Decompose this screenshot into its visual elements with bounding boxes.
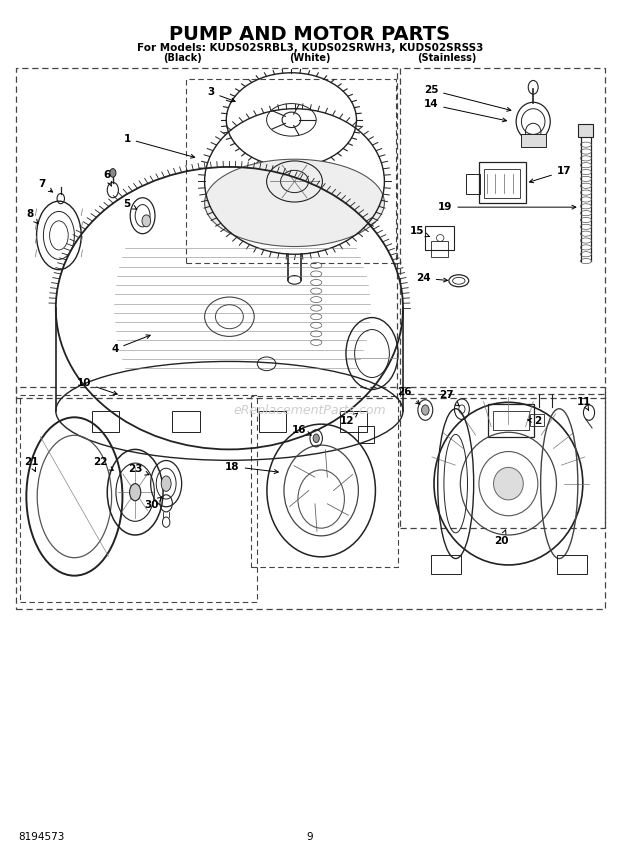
Text: 5: 5 xyxy=(123,199,136,209)
Text: 18: 18 xyxy=(225,461,278,473)
Bar xyxy=(493,411,529,430)
Bar xyxy=(20,395,257,602)
Bar xyxy=(16,68,397,398)
Bar xyxy=(425,226,454,250)
Text: 9: 9 xyxy=(307,832,313,842)
Bar xyxy=(340,411,367,432)
Circle shape xyxy=(110,169,116,177)
Text: 1: 1 xyxy=(123,134,195,158)
Text: 21: 21 xyxy=(24,457,38,472)
Text: (White): (White) xyxy=(290,53,330,63)
Text: 14: 14 xyxy=(423,99,507,122)
Text: eReplacementParts.com: eReplacementParts.com xyxy=(234,404,386,418)
Text: For Models: KUDS02SRBL3, KUDS02SRWH3, KUDS02SRSS3: For Models: KUDS02SRBL3, KUDS02SRWH3, KU… xyxy=(137,43,483,53)
Text: 20: 20 xyxy=(494,530,508,546)
Bar xyxy=(251,396,398,567)
Text: 8194573: 8194573 xyxy=(19,832,65,842)
Text: 25: 25 xyxy=(423,85,511,111)
Text: 4: 4 xyxy=(111,335,150,354)
Bar xyxy=(92,411,119,432)
Bar xyxy=(400,68,604,398)
Ellipse shape xyxy=(130,484,141,501)
Text: 15: 15 xyxy=(409,226,430,237)
Ellipse shape xyxy=(205,159,384,247)
Bar xyxy=(259,411,286,432)
Bar xyxy=(431,241,448,257)
Bar xyxy=(431,555,461,574)
Circle shape xyxy=(313,434,319,443)
Bar xyxy=(172,411,200,432)
Ellipse shape xyxy=(161,476,171,491)
Bar xyxy=(530,414,544,426)
Text: (Stainless): (Stainless) xyxy=(417,53,476,63)
Text: 12: 12 xyxy=(340,413,358,426)
Text: 7: 7 xyxy=(38,179,53,192)
Text: 3: 3 xyxy=(207,87,235,102)
Bar xyxy=(578,124,593,137)
Bar xyxy=(16,387,604,609)
Text: 10: 10 xyxy=(76,377,117,395)
Text: 22: 22 xyxy=(93,457,113,471)
Bar xyxy=(400,394,604,528)
Ellipse shape xyxy=(494,467,523,500)
Bar xyxy=(488,404,534,437)
Text: 27: 27 xyxy=(439,390,459,406)
Bar xyxy=(466,174,480,194)
Text: 16: 16 xyxy=(291,425,311,436)
Text: 26: 26 xyxy=(397,387,420,404)
Ellipse shape xyxy=(142,215,151,227)
Text: 30: 30 xyxy=(144,497,162,510)
Text: 8: 8 xyxy=(26,209,38,223)
Text: 17: 17 xyxy=(529,166,572,182)
Text: 19: 19 xyxy=(438,202,576,212)
Text: 24: 24 xyxy=(416,273,448,283)
Text: 6: 6 xyxy=(103,170,112,186)
Text: 2: 2 xyxy=(528,416,542,426)
Text: 23: 23 xyxy=(128,464,149,475)
Bar xyxy=(484,169,520,198)
Text: 11: 11 xyxy=(577,397,591,410)
Text: (Black): (Black) xyxy=(164,53,202,63)
Text: PUMP AND MOTOR PARTS: PUMP AND MOTOR PARTS xyxy=(169,25,451,44)
Circle shape xyxy=(422,405,429,415)
Bar xyxy=(521,134,546,147)
Bar xyxy=(186,79,396,263)
Bar xyxy=(479,162,526,203)
Bar xyxy=(358,426,374,443)
Bar xyxy=(557,555,587,574)
